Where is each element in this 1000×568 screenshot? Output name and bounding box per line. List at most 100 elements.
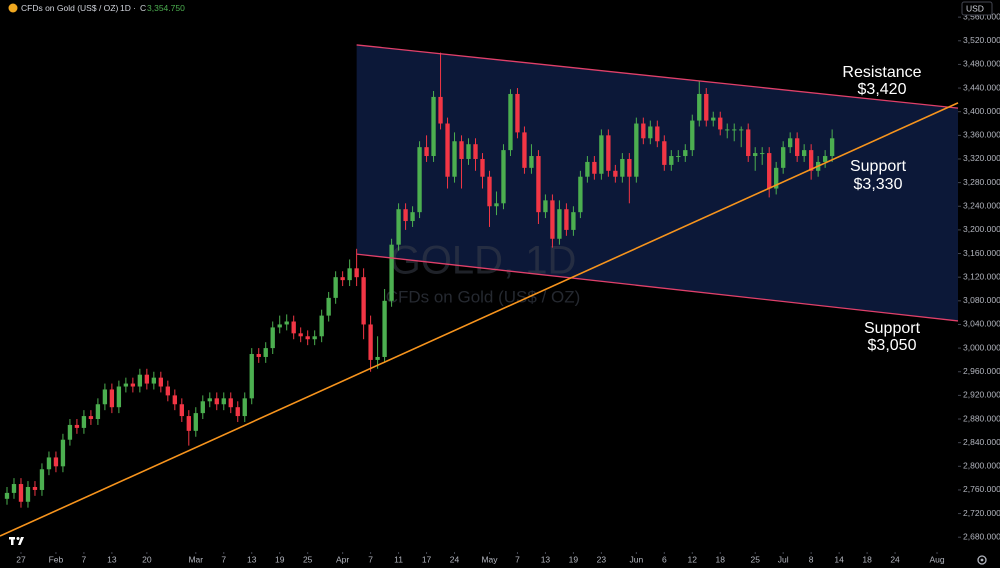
candle-body — [151, 377, 157, 384]
back-layer — [356, 44, 958, 321]
candle-body — [172, 395, 177, 405]
y-tick-label: 3,280.000 — [963, 177, 1000, 187]
candle-body — [760, 153, 765, 155]
candle-body — [186, 416, 191, 431]
candle-body — [445, 123, 450, 177]
candle-body — [417, 147, 422, 213]
candle-body — [599, 135, 604, 174]
candle-body — [732, 129, 737, 131]
candle-body — [242, 398, 247, 417]
candle-body — [508, 93, 513, 151]
x-tick-label: 7 — [82, 554, 87, 564]
channel-line — [356, 44, 959, 109]
candle-body — [123, 383, 129, 387]
annotation: $3,330 — [854, 176, 903, 193]
axes: 2,680.000 2,720.000 2,760.000 2,800.000 2,84… — [16, 11, 1000, 564]
candle-body — [263, 348, 268, 357]
candle-body — [32, 486, 38, 490]
candle-body — [53, 457, 59, 467]
candle-body — [571, 212, 576, 230]
currency[interactable]: USD — [966, 3, 984, 13]
watermark-subtitle: CFDs on Gold (US$ / OZ) — [386, 287, 581, 306]
watermark: GOLD, 1D CFDs on Gold (US$ / OZ) — [386, 239, 581, 307]
x-tick-label: 13 — [541, 554, 551, 564]
candle-body — [410, 212, 415, 222]
channel-line — [356, 253, 959, 322]
x-tick-label: 13 — [107, 554, 117, 564]
candle-body — [452, 141, 457, 177]
trendline — [0, 102, 959, 537]
candle-body — [620, 158, 625, 177]
candle-body — [424, 147, 429, 157]
candle-body — [403, 209, 408, 222]
candle-body — [529, 156, 534, 168]
candle-body — [829, 138, 835, 157]
candle-body — [634, 123, 639, 177]
x-tick-label: 18 — [716, 554, 726, 564]
candle-body — [200, 401, 205, 414]
candle-body — [564, 209, 569, 230]
candle-body — [704, 93, 709, 121]
annotation: Resistance — [842, 64, 921, 81]
annotations: Resistance $3,420 Support $3,330 Support… — [842, 64, 921, 354]
candle-body — [466, 144, 471, 159]
y-tick-label: 2,800.000 — [963, 461, 1000, 471]
x-tick-label: 8 — [809, 554, 814, 564]
candle-body — [438, 96, 443, 124]
y-tick-label: 2,960.000 — [963, 366, 1000, 376]
candle-body — [522, 132, 527, 168]
candle-body — [550, 200, 555, 239]
candle-body — [543, 200, 548, 213]
candle-body — [808, 150, 814, 171]
symbol-icon — [8, 3, 18, 13]
candle-body — [382, 300, 387, 357]
candle-body — [788, 138, 793, 148]
settings-icon[interactable] — [977, 555, 987, 565]
candle-body — [473, 144, 478, 159]
currency-button[interactable]: USD — [961, 1, 993, 16]
candle-body — [193, 413, 198, 431]
candle-body — [557, 209, 562, 239]
currency-box[interactable] — [961, 1, 993, 16]
settings-button[interactable] — [977, 555, 987, 565]
candle-body — [459, 141, 464, 159]
y-tick-label: 2,840.000 — [963, 437, 1000, 447]
close-value: 3,354.750 — [147, 3, 185, 13]
y-tick-label: 3,200.000 — [963, 224, 1000, 234]
candle-body — [368, 324, 373, 360]
candle-body — [277, 324, 282, 328]
candle-body — [249, 354, 254, 399]
candle-body — [102, 389, 108, 405]
candle-body — [718, 117, 723, 130]
logo-part — [16, 537, 20, 540]
x-tick-label: Aug — [929, 554, 944, 564]
close-label: C — [140, 3, 146, 13]
settings-icon[interactable] — [980, 558, 984, 562]
y-tick-label: 3,560.000 — [963, 11, 1000, 21]
candle-body — [137, 374, 143, 387]
annotation: Support — [864, 320, 921, 337]
candle-body — [109, 389, 115, 408]
x-tick-label: 13 — [247, 554, 257, 564]
candle-body — [18, 484, 24, 502]
candle-body — [270, 327, 275, 349]
candle-body — [256, 354, 261, 357]
x-tick-label: 11 — [394, 554, 403, 564]
candle-body — [116, 386, 122, 408]
candle-body — [781, 147, 786, 168]
candle-body — [81, 416, 87, 428]
candle-body — [627, 158, 632, 177]
x-tick-label: May — [481, 554, 498, 564]
candle-body — [585, 161, 590, 177]
candle-body — [11, 484, 17, 493]
drawings — [0, 44, 959, 537]
candles — [4, 52, 835, 508]
y-tick-label: 2,880.000 — [963, 413, 1000, 423]
candle-body — [641, 123, 646, 139]
x-tick-label: 18 — [862, 554, 872, 564]
candle-body — [354, 268, 359, 278]
candle-body — [753, 153, 758, 157]
y-tick-label: 3,160.000 — [963, 248, 1000, 258]
